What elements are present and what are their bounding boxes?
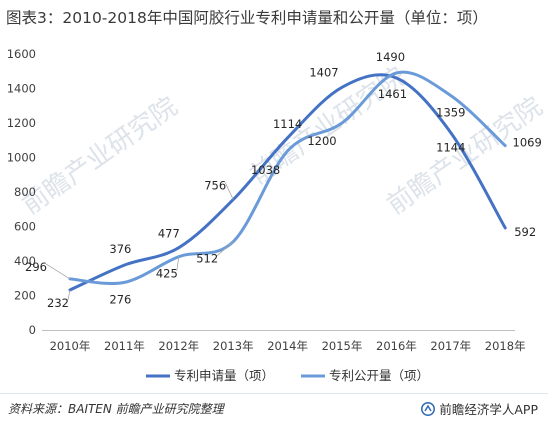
- y-tick-label: 200: [14, 289, 36, 303]
- brand-logo-icon: [421, 401, 436, 416]
- watermark-text: 前瞻产业研究院: [17, 92, 183, 221]
- data-label: 1359: [436, 106, 465, 120]
- leader-line: [216, 241, 234, 256]
- data-label: 512: [196, 252, 218, 266]
- data-label: 425: [156, 267, 178, 281]
- data-label: 1114: [273, 117, 302, 131]
- y-tick-label: 600: [14, 220, 36, 234]
- x-tick-label: 2010年: [50, 339, 91, 353]
- y-tick-label: 400: [14, 254, 36, 268]
- data-label: 1069: [513, 136, 542, 150]
- data-label: 477: [158, 227, 180, 241]
- x-tick-label: 2012年: [158, 339, 199, 353]
- chart-title: 图表3：2010-2018年中国阿胶行业专利申请量和公开量（单位：项）: [6, 9, 488, 27]
- y-tick-label: 800: [14, 185, 36, 199]
- y-tick-label: 1000: [7, 151, 36, 165]
- series-line-applications: [68, 73, 507, 292]
- data-label: 1038: [251, 163, 280, 177]
- y-axis: 0 200 400 600 800 1000 1200 1400 1600: [7, 47, 36, 337]
- leader-line: [45, 263, 71, 280]
- x-axis: 2010年 2011年 2012年 2013年 2014年 2015年 2016年 2017年…: [42, 330, 526, 353]
- x-tick-label: 2014年: [267, 339, 308, 353]
- data-label: 1490: [376, 50, 405, 64]
- data-labels: 232 376 477 756 1114 1407 1461 1144 592 296 276 425…: [25, 50, 542, 310]
- data-label: 592: [514, 225, 536, 239]
- x-tick-label: 2018年: [485, 339, 526, 353]
- leader-line: [67, 289, 71, 301]
- data-label: 1407: [309, 65, 338, 79]
- y-tick-label: 1400: [7, 82, 36, 96]
- data-label: 1200: [307, 134, 336, 148]
- data-label: 296: [25, 260, 47, 274]
- data-label: 756: [204, 179, 226, 193]
- legend: 专利申请量（项） 专利公开量（项）: [146, 368, 429, 383]
- data-label: 1144: [436, 141, 465, 155]
- x-tick-label: 2015年: [322, 339, 363, 353]
- brand-credit: 前瞻经济学人APP: [421, 399, 538, 418]
- x-tick-label: 2017年: [430, 339, 471, 353]
- y-tick-label: 0: [29, 323, 36, 337]
- data-label: 232: [47, 296, 69, 310]
- legend-label: 专利申请量（项）: [174, 368, 274, 383]
- x-tick-label: 2011年: [104, 339, 145, 353]
- y-tick-label: 1600: [7, 47, 36, 61]
- series-lines: [68, 70, 507, 292]
- leader-line: [224, 182, 234, 200]
- brand-label: 前瞻经济学人APP: [439, 402, 538, 417]
- data-label: 276: [109, 292, 131, 306]
- leader-lines: [45, 182, 234, 301]
- series-line-publications: [68, 70, 507, 285]
- x-tick-label: 2016年: [376, 339, 417, 353]
- legend-label: 专利公开量（项）: [329, 368, 429, 383]
- x-tick-label: 2013年: [213, 339, 254, 353]
- source-note: 资料来源：BAITEN 前瞻产业研究院整理: [8, 402, 224, 416]
- footer: 资料来源：BAITEN 前瞻产业研究院整理 前瞻经济学人APP: [0, 393, 548, 423]
- data-label: 376: [109, 242, 131, 256]
- leader-line: [176, 256, 180, 271]
- data-label: 1461: [378, 87, 407, 101]
- y-tick-label: 1200: [7, 116, 36, 130]
